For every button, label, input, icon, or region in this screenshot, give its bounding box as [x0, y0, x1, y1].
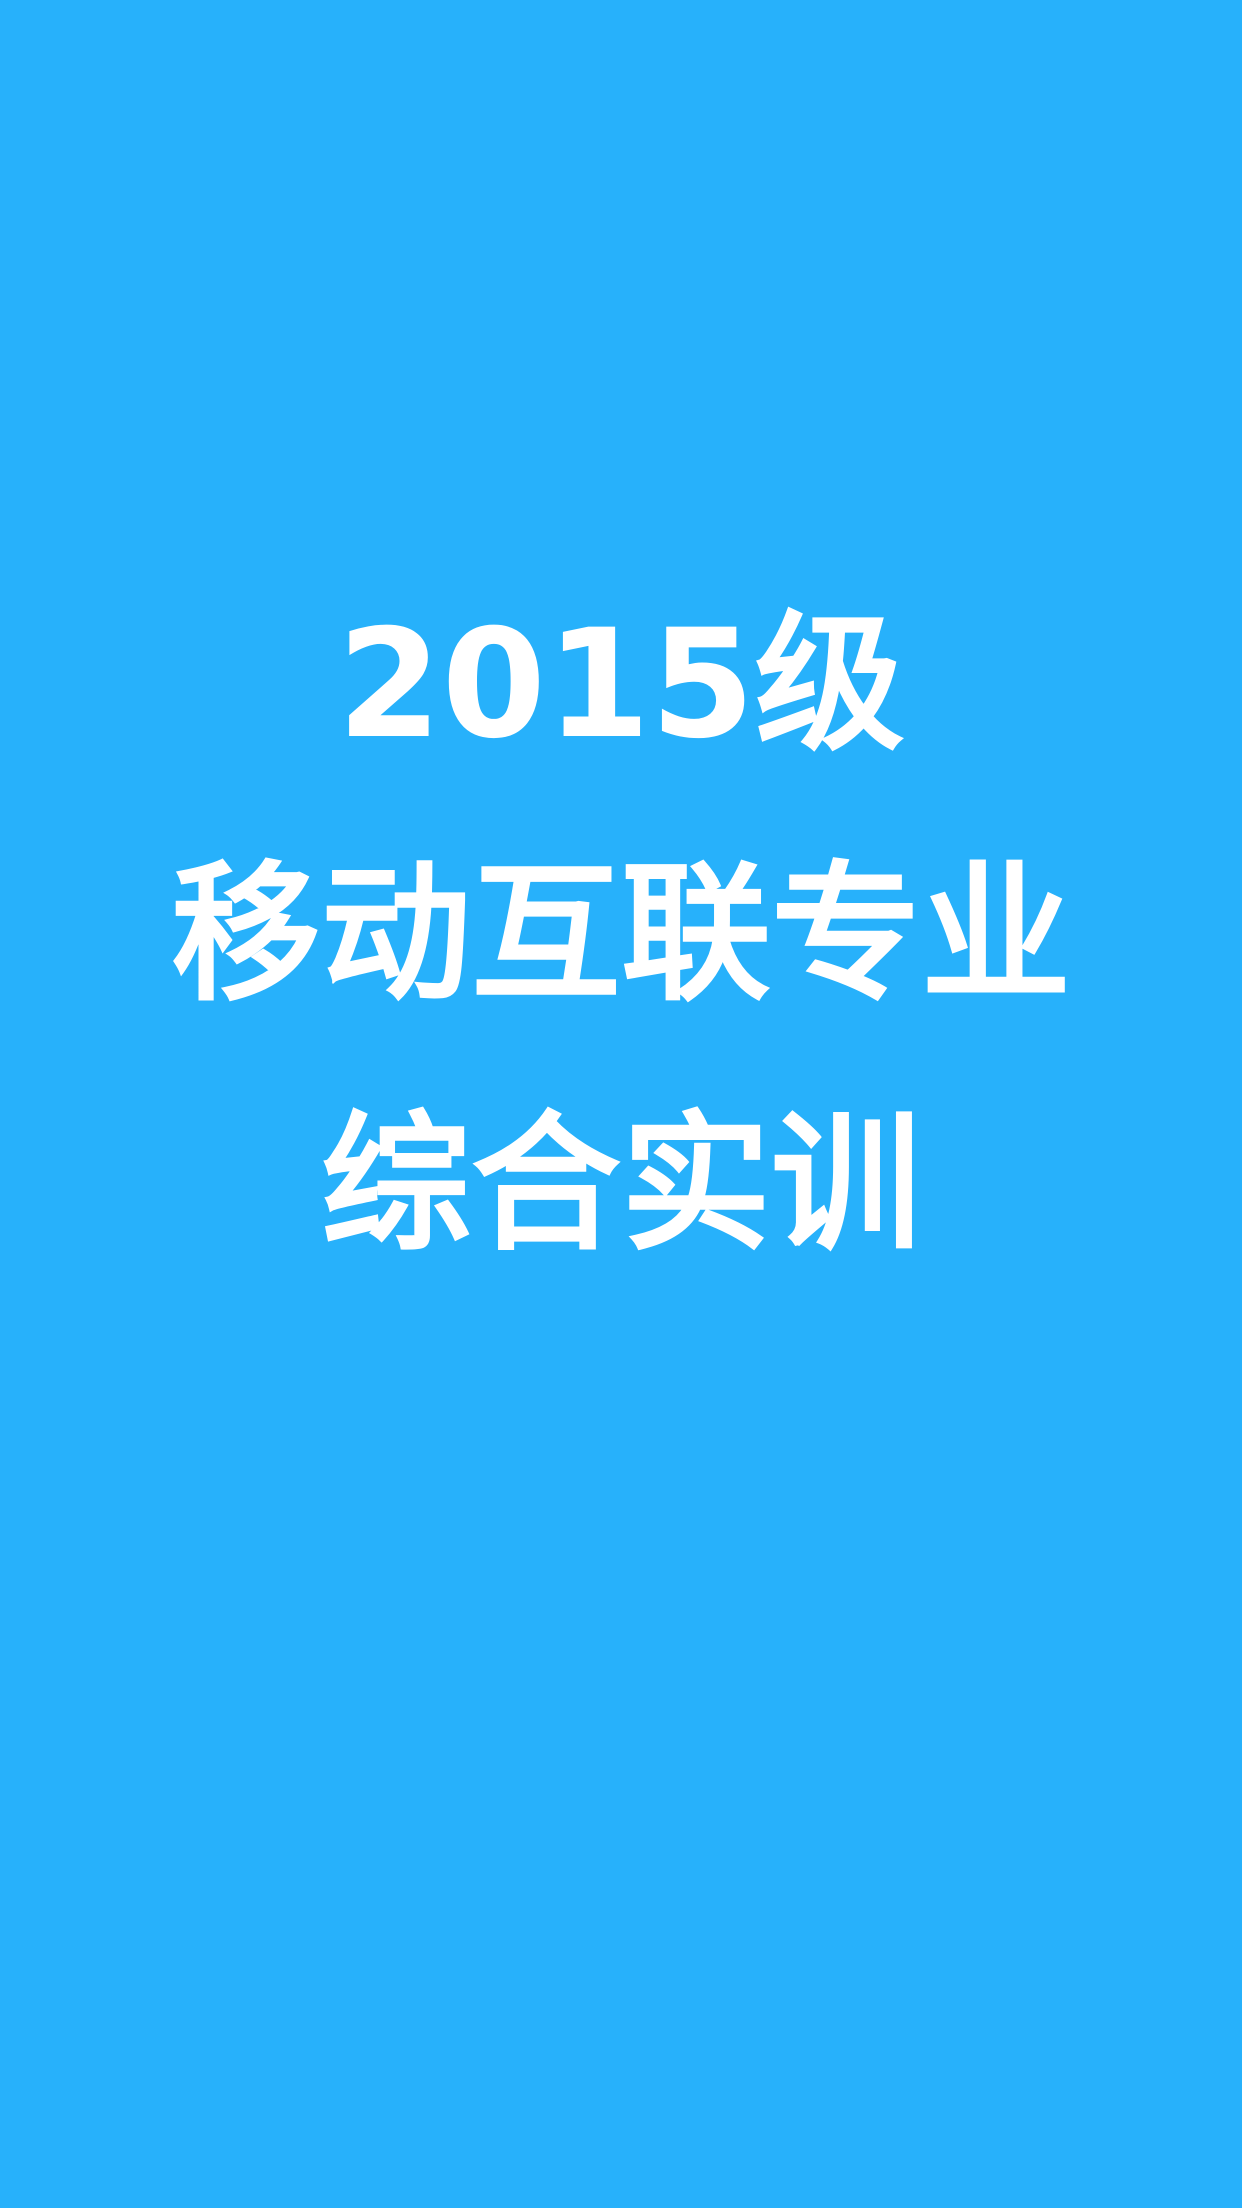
title-line-year: 2015级	[337, 598, 905, 772]
title-line-course: 综合实训	[320, 1098, 921, 1272]
title-line-major: 移动互联专业	[170, 848, 1071, 1022]
splash-title: 2015级 移动互联专业 综合实训	[0, 560, 1242, 1310]
